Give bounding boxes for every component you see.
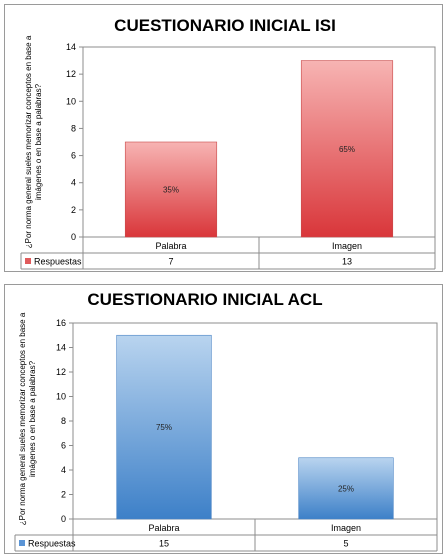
table-value: 7 bbox=[168, 257, 173, 267]
data-label: 75% bbox=[156, 423, 172, 432]
data-label: 25% bbox=[338, 484, 354, 493]
chart-panel-isi: CUESTIONARIO INICIAL ISI ¿Por norma gener… bbox=[4, 4, 443, 272]
y-tick-label: 10 bbox=[66, 96, 76, 106]
y-tick-label: 4 bbox=[71, 178, 76, 188]
y-tick-label: 8 bbox=[71, 123, 76, 133]
chart-acl: CUESTIONARIO INICIAL ACL ¿Por norma gener… bbox=[14, 290, 438, 552]
legend-key bbox=[19, 540, 25, 546]
y-tick-label: 14 bbox=[66, 42, 76, 52]
y-tick-label: 2 bbox=[71, 205, 76, 215]
y-tick-label: 0 bbox=[71, 232, 76, 242]
chart-title: CUESTIONARIO INICIAL ACL bbox=[87, 290, 322, 309]
y-tick-label: 6 bbox=[61, 441, 66, 451]
chart-panel-acl: CUESTIONARIO INICIAL ACL ¿Por norma gener… bbox=[4, 284, 443, 554]
y-tick-label: 6 bbox=[71, 151, 76, 161]
data-label: 35% bbox=[163, 186, 179, 195]
y-tick-label: 12 bbox=[56, 367, 66, 377]
y-tick-label: 4 bbox=[61, 465, 66, 475]
y-axis-label: ¿Por norma general sueles memorizar conc… bbox=[18, 312, 37, 525]
y-axis-label: ¿Por norma general sueles memorizar conc… bbox=[24, 35, 43, 248]
y-tick-label: 16 bbox=[56, 318, 66, 328]
category-label: Imagen bbox=[331, 523, 361, 533]
table-value: 13 bbox=[342, 257, 352, 267]
category-label: Palabra bbox=[148, 523, 179, 533]
bar-imagen bbox=[300, 60, 394, 238]
category-label: Palabra bbox=[155, 241, 186, 251]
category-label: Imagen bbox=[332, 241, 362, 251]
y-tick-label: 14 bbox=[56, 343, 66, 353]
chart-title: CUESTIONARIO INICIAL ISI bbox=[114, 16, 336, 35]
chart-isi: CUESTIONARIO INICIAL ISI ¿Por norma gener… bbox=[20, 16, 436, 270]
bar-palabra bbox=[116, 334, 212, 520]
bar-imagen bbox=[298, 457, 394, 520]
y-tick-label: 12 bbox=[66, 69, 76, 79]
y-tick-label: 2 bbox=[61, 490, 66, 500]
table-value: 15 bbox=[159, 539, 169, 549]
y-tick-label: 8 bbox=[61, 416, 66, 426]
bar-palabra bbox=[124, 141, 218, 238]
legend-key bbox=[25, 258, 31, 264]
y-tick-label: 10 bbox=[56, 392, 66, 402]
y-tick-label: 0 bbox=[61, 514, 66, 524]
legend-series-name: Respuestas bbox=[34, 257, 82, 267]
legend-series-name: Respuestas bbox=[28, 539, 76, 549]
data-label: 65% bbox=[339, 145, 355, 154]
table-value: 5 bbox=[343, 539, 348, 549]
